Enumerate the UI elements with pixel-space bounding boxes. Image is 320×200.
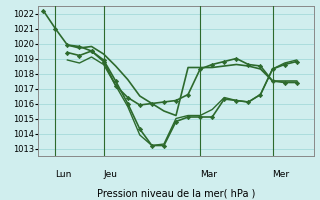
Text: Jeu: Jeu bbox=[104, 170, 117, 179]
Text: Mar: Mar bbox=[200, 170, 217, 179]
Text: Lun: Lun bbox=[55, 170, 72, 179]
Text: Mer: Mer bbox=[273, 170, 290, 179]
Text: Pression niveau de la mer( hPa ): Pression niveau de la mer( hPa ) bbox=[97, 189, 255, 199]
